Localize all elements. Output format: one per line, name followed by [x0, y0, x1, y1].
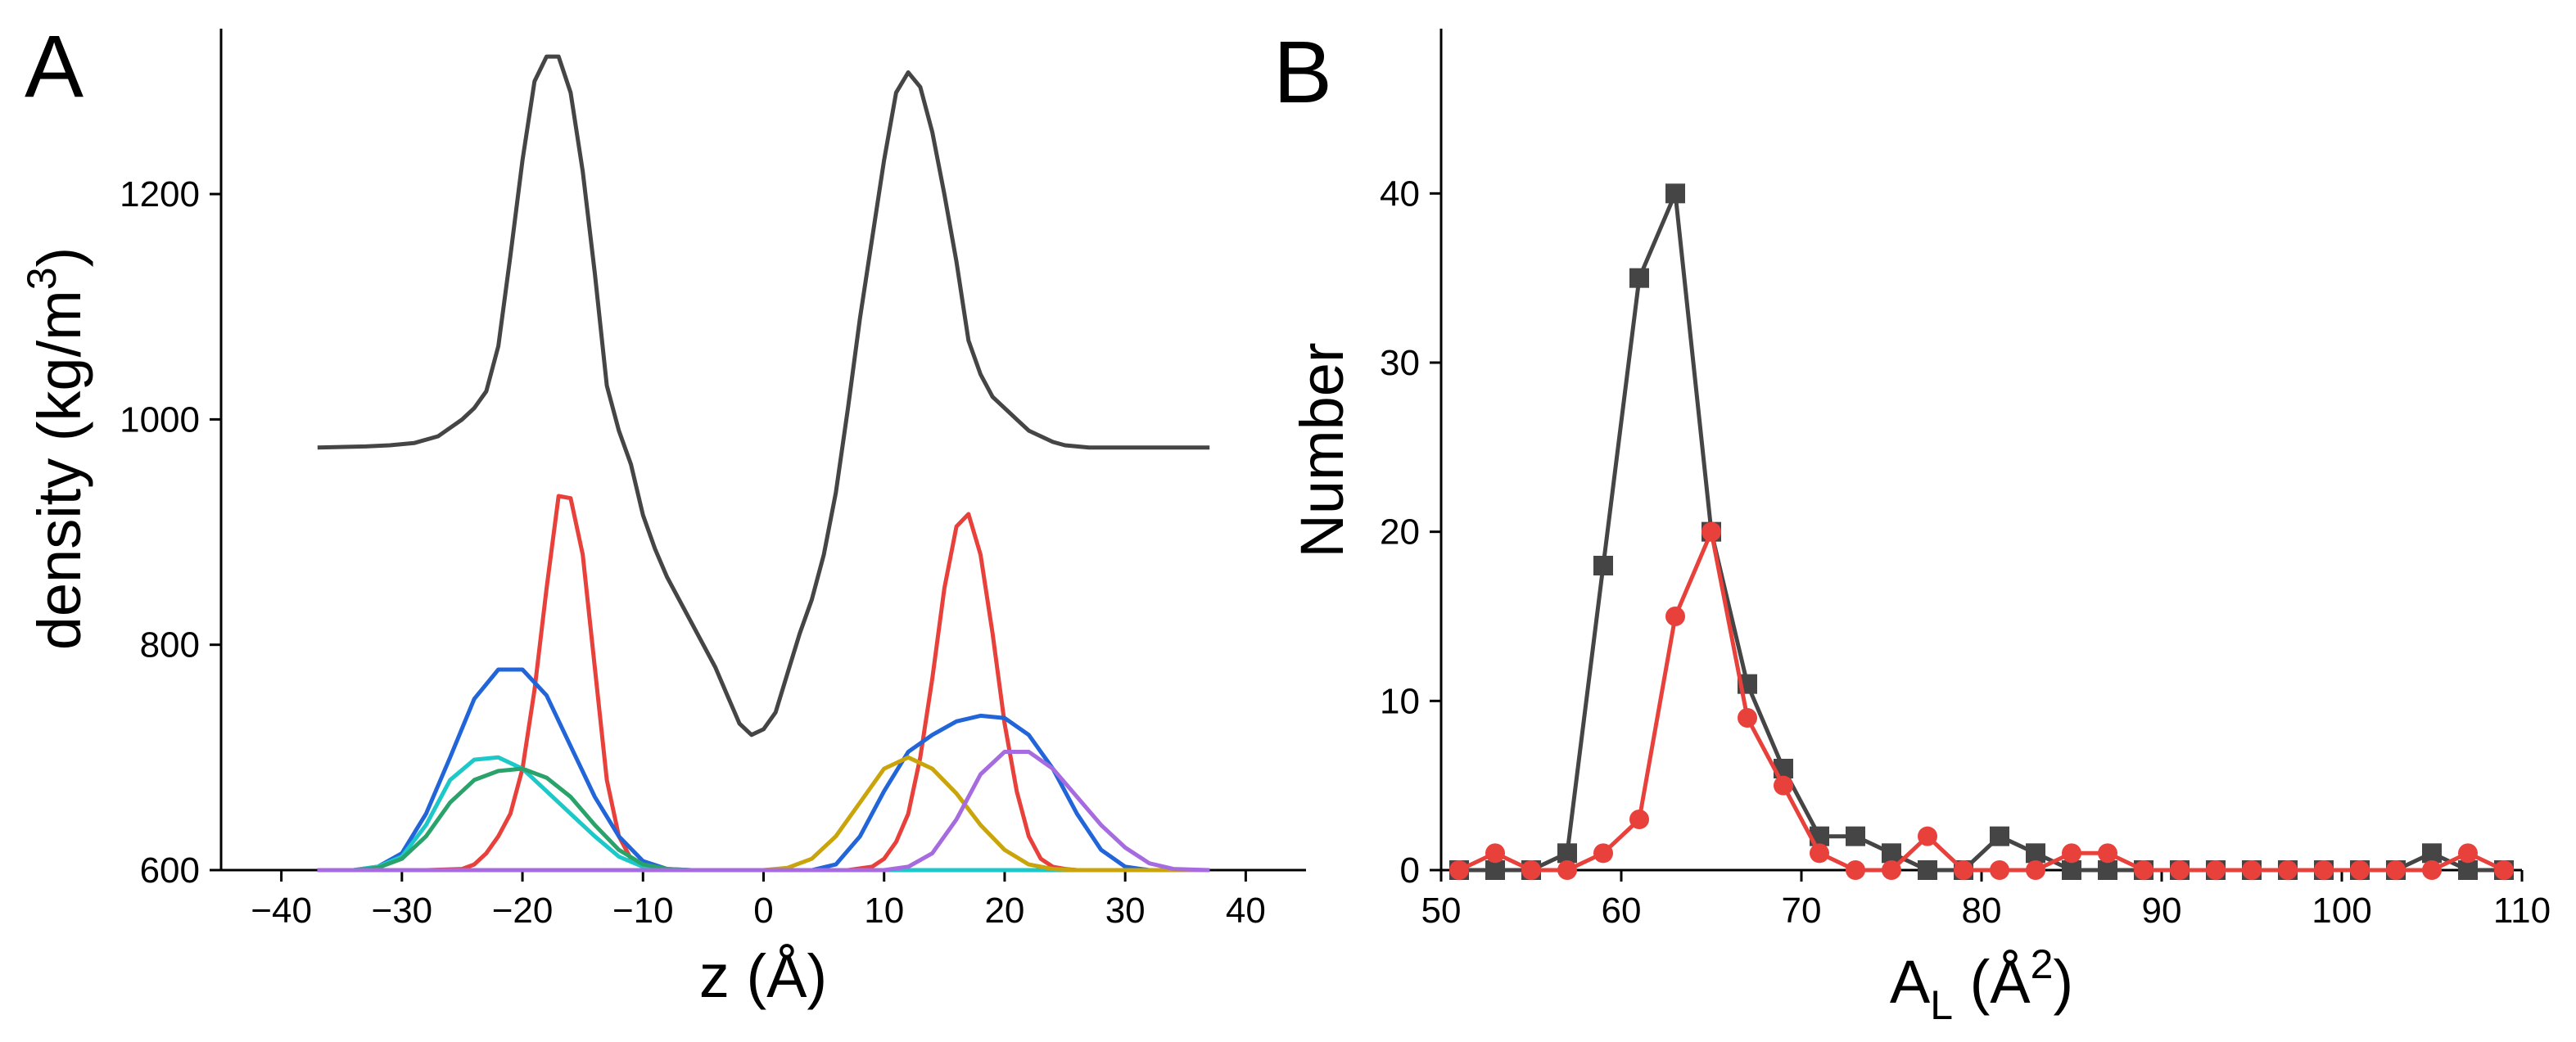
x-tick-label: 30 [1105, 891, 1146, 931]
panel-a-y-label-sup: 3 [19, 267, 65, 290]
panel-b-x-label-sup: 2 [2031, 941, 2054, 987]
data-point-circle [2422, 860, 2442, 880]
panel-b-x-label-close: ) [2053, 948, 2073, 1016]
panel-b-ticks: 50 60 70 80 90 100 110 0 10 20 30 40 [1380, 174, 2551, 931]
data-point-circle [1810, 843, 1829, 864]
data-point-square [1665, 183, 1685, 204]
data-point-circle [1449, 860, 1469, 880]
data-point-circle [1990, 860, 2009, 880]
x-tick-label: 10 [864, 891, 904, 931]
data-point-square [1485, 860, 1505, 880]
y-tick-label: 40 [1380, 174, 1420, 214]
series-line-squares [1459, 191, 2504, 873]
panel-a-density-profile: A −40 −30 −20 −10 0 10 20 30 40 600 800 1000 1200 z … [19, 16, 1306, 1010]
panel-b-x-label-rest: (Å [1953, 948, 2031, 1016]
y-tick-label: 0 [1400, 850, 1420, 891]
data-point-circle [1846, 860, 1865, 880]
data-point-circle [1521, 860, 1541, 880]
panel-a-series [317, 54, 1210, 873]
panel-a-ticks: −40 −30 −20 −10 0 10 20 30 40 600 800 1000 1200 [120, 174, 1266, 931]
panel-b-x-label-main: A [1890, 948, 1931, 1016]
data-point-square [2458, 860, 2478, 880]
data-point-square [2026, 843, 2045, 864]
x-tick-label: 100 [2312, 891, 2371, 931]
y-tick-label: 20 [1380, 512, 1420, 553]
x-tick-label: 110 [2493, 891, 2551, 931]
y-tick-label: 30 [1380, 343, 1420, 383]
y-tick-label: 800 [140, 625, 200, 665]
data-point-circle [2494, 860, 2514, 880]
data-point-square [2422, 843, 2442, 864]
series-line-green [317, 766, 764, 873]
panel-a-x-label: z (Å) [699, 942, 827, 1010]
data-point-square [2062, 860, 2081, 880]
data-point-circle [1665, 607, 1685, 626]
data-point-circle [1738, 708, 1757, 728]
data-point-circle [2314, 860, 2334, 880]
data-point-circle [1593, 843, 1613, 864]
series-line-red [426, 494, 1101, 873]
data-point-square [1557, 843, 1577, 864]
y-tick-label: 1200 [120, 174, 200, 214]
data-point-circle [2170, 860, 2190, 880]
x-tick-label: −30 [372, 891, 433, 931]
x-tick-label: 40 [1226, 891, 1266, 931]
data-point-square [1629, 268, 1649, 288]
x-tick-label: 80 [1962, 891, 2002, 931]
y-tick-label: 600 [140, 850, 200, 891]
data-point-circle [2458, 843, 2478, 864]
data-point-square [1882, 843, 1901, 864]
data-point-circle [2386, 860, 2406, 880]
data-point-circle [1954, 860, 1973, 880]
x-tick-label: 60 [1602, 891, 1642, 931]
data-point-circle [1702, 521, 1721, 542]
series-line-purple [317, 750, 1210, 873]
panel-a-y-label: density (kg/m3) [19, 247, 93, 651]
panel-b-label: B [1273, 22, 1332, 121]
data-point-circle [2134, 860, 2153, 880]
data-point-circle [2206, 860, 2226, 880]
x-tick-label: 70 [1782, 891, 1822, 931]
y-tick-label: 10 [1380, 681, 1420, 721]
data-point-square [1846, 826, 1865, 846]
data-point-circle [1557, 860, 1577, 880]
panel-b-y-label: Number [1288, 342, 1356, 557]
data-point-circle [2026, 860, 2045, 880]
panel-a-label: A [25, 16, 84, 115]
data-point-square [2098, 860, 2117, 880]
panel-b-x-label-sub: L [1930, 982, 1953, 1028]
data-point-square [1593, 556, 1613, 575]
panel-b-series [1449, 183, 2514, 880]
x-tick-label: −20 [492, 891, 554, 931]
x-tick-label: 0 [753, 891, 773, 931]
panel-b-x-label: AL (Å2) [1890, 941, 2073, 1028]
series-line-circles [1457, 530, 2506, 873]
series-line-gold [317, 755, 1210, 873]
x-tick-label: −10 [612, 891, 674, 931]
data-point-circle [2098, 843, 2117, 864]
series-line-blue [317, 667, 1150, 873]
data-point-circle [1774, 775, 1793, 796]
series-line-total [317, 54, 1210, 738]
data-point-circle [1918, 826, 1937, 846]
data-point-square [1918, 860, 1937, 880]
panel-a-y-label-main: density (kg/m [25, 290, 93, 650]
data-point-circle [2278, 860, 2298, 880]
y-tick-label: 1000 [120, 399, 200, 440]
panel-b-area-histogram: B 50 60 70 80 90 100 110 0 10 20 30 40 AL (Å2) Numb… [1273, 22, 2551, 1028]
data-point-square [1990, 826, 2009, 846]
data-point-circle [1629, 810, 1649, 829]
data-point-circle [2062, 843, 2081, 864]
data-point-circle [1882, 860, 1901, 880]
x-tick-label: 50 [1421, 891, 1462, 931]
panel-a-y-label-close: ) [25, 247, 93, 268]
x-tick-label: 20 [984, 891, 1024, 931]
data-point-circle [1485, 843, 1505, 864]
data-point-circle [2242, 860, 2262, 880]
data-point-circle [2350, 860, 2370, 880]
x-tick-label: −40 [251, 891, 312, 931]
x-tick-label: 90 [2142, 891, 2182, 931]
